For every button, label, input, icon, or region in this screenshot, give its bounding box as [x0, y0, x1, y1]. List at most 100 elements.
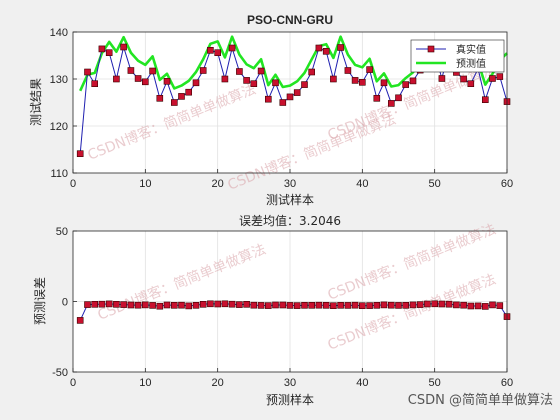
tick-label-x: 10 — [139, 178, 151, 190]
data-point — [351, 301, 359, 309]
data-point — [250, 80, 258, 87]
legend-true-label: 真实值 — [456, 43, 486, 56]
data-point — [474, 302, 482, 310]
data-point — [424, 300, 431, 308]
data-point — [438, 75, 446, 82]
data-point — [76, 317, 84, 324]
data-point — [163, 301, 171, 309]
data-point — [293, 302, 301, 309]
data-point — [301, 81, 308, 88]
data-point — [344, 302, 352, 309]
data-point — [185, 302, 192, 310]
data-point — [431, 300, 439, 308]
data-point — [228, 44, 236, 52]
data-point — [221, 75, 229, 83]
data-point — [264, 302, 272, 309]
data-point — [178, 93, 185, 100]
legend-pred-label: 预测值 — [456, 57, 486, 70]
data-point — [142, 78, 149, 86]
data-point — [149, 67, 156, 75]
data-point — [120, 301, 127, 308]
top-plot: PSO-CNN-GRU CSDN博客：简简单单做算法 CSDN博客：简简单单做算法… — [28, 13, 513, 207]
data-point — [250, 301, 258, 309]
data-point — [301, 301, 308, 309]
data-point — [330, 75, 337, 83]
data-point — [84, 301, 91, 308]
data-point — [257, 67, 265, 75]
data-point — [315, 301, 323, 309]
data-point — [113, 75, 120, 83]
data-point — [134, 301, 142, 309]
tick-label-x: 10 — [139, 377, 151, 389]
data-point — [315, 44, 323, 52]
data-point — [402, 301, 410, 309]
data-point — [127, 301, 135, 309]
top-xlabel: 测试样本 — [266, 192, 314, 207]
data-point — [308, 301, 316, 309]
tick-label-x: 20 — [212, 377, 224, 389]
data-point — [171, 99, 178, 106]
data-point — [214, 49, 221, 57]
data-point — [453, 301, 460, 309]
tick-label-x: 40 — [356, 178, 368, 190]
data-point — [460, 75, 467, 83]
data-point — [272, 301, 279, 309]
data-point — [272, 79, 279, 87]
data-point — [243, 77, 250, 84]
tick-label-x: 40 — [356, 377, 368, 389]
data-point — [192, 79, 200, 87]
data-point — [199, 67, 207, 74]
data-point — [409, 77, 417, 85]
data-point — [236, 68, 243, 75]
data-point — [243, 300, 250, 308]
data-point — [113, 300, 120, 308]
data-point — [185, 88, 192, 96]
data-point — [84, 68, 91, 76]
data-point — [445, 300, 453, 308]
data-point — [496, 73, 504, 80]
data-point — [257, 302, 265, 309]
data-point — [395, 302, 402, 309]
data-point — [192, 301, 200, 309]
data-point — [279, 99, 287, 106]
data-point — [156, 95, 164, 102]
data-point — [149, 302, 156, 309]
data-point — [236, 301, 243, 308]
data-point — [489, 301, 496, 309]
data-point — [387, 100, 395, 107]
tick-label-y: 50 — [56, 226, 68, 238]
data-point — [207, 46, 214, 54]
data-point — [228, 300, 236, 308]
data-point — [351, 77, 359, 84]
data-point — [98, 45, 106, 53]
tick-label-x: 30 — [284, 377, 296, 389]
data-point — [322, 47, 330, 55]
data-point — [98, 300, 106, 308]
data-point — [358, 79, 366, 86]
data-point — [120, 43, 127, 51]
tick-label-y: 140 — [50, 27, 68, 39]
bottom-plot: 误差均值：3.2046 CSDN博客：简简单单做算法 CSDN博客：简简单单做算法… — [33, 213, 513, 407]
footer-watermark: CSDN @简简单单做算法 — [408, 392, 553, 408]
data-point — [438, 300, 446, 308]
data-point — [279, 301, 287, 309]
top-ylabel: 测试结果 — [28, 78, 43, 126]
data-point — [308, 68, 316, 76]
tick-label-x: 60 — [501, 377, 513, 389]
tick-label-x: 0 — [70, 178, 76, 190]
data-point — [496, 302, 504, 309]
data-point — [264, 95, 272, 103]
data-point — [373, 301, 381, 309]
tick-label-x: 50 — [429, 377, 441, 389]
tick-label-x: 0 — [70, 377, 76, 389]
bottom-xlabel: 预测样本 — [266, 392, 314, 407]
data-point — [344, 67, 352, 74]
top-title: PSO-CNN-GRU — [247, 13, 333, 27]
data-point — [91, 80, 98, 87]
tick-label-y: 0 — [62, 297, 68, 309]
data-point — [460, 301, 467, 309]
data-point — [286, 302, 294, 309]
data-point — [358, 302, 366, 310]
data-point — [337, 301, 344, 309]
